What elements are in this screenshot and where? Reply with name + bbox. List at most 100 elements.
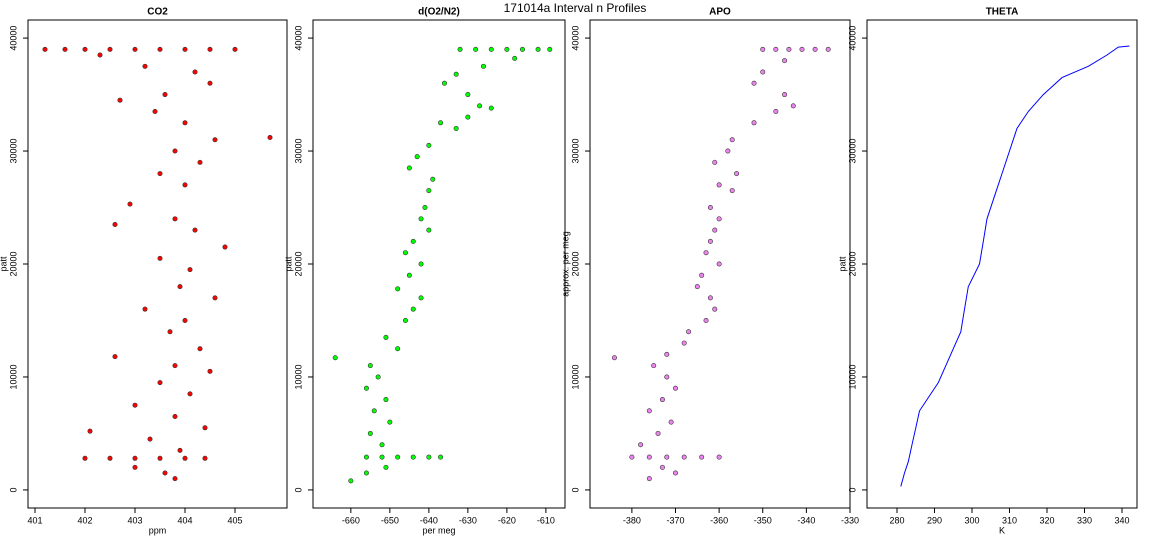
- panel-title: THETA: [986, 7, 1019, 18]
- point: [438, 454, 444, 460]
- point: [142, 306, 148, 312]
- y-tick-label: 0: [847, 487, 857, 492]
- point: [664, 351, 670, 357]
- point: [664, 374, 670, 380]
- point: [222, 244, 228, 250]
- point: [232, 46, 238, 52]
- y-tick-label: 0: [570, 487, 580, 492]
- point: [782, 92, 788, 98]
- point: [367, 430, 373, 436]
- point: [406, 165, 412, 171]
- point: [182, 46, 188, 52]
- y-tick-label: 20000: [570, 251, 580, 276]
- x-tick-label: -610: [537, 515, 555, 525]
- point: [751, 120, 757, 126]
- point: [681, 454, 687, 460]
- point: [426, 142, 432, 148]
- point: [379, 442, 385, 448]
- point: [686, 329, 692, 335]
- x-tick-label: -350: [754, 515, 772, 525]
- y-tick-label: 0: [8, 487, 18, 492]
- point: [192, 227, 198, 233]
- x-tick-label: 404: [177, 515, 192, 525]
- point: [786, 46, 792, 52]
- point: [387, 419, 393, 425]
- point: [395, 454, 401, 460]
- point: [473, 46, 479, 52]
- point: [773, 46, 779, 52]
- point: [504, 46, 510, 52]
- x-tick-label: 280: [889, 515, 904, 525]
- point: [646, 476, 652, 482]
- point: [488, 46, 494, 52]
- point: [673, 385, 679, 391]
- point: [646, 454, 652, 460]
- point: [707, 295, 713, 301]
- point: [383, 464, 389, 470]
- point: [202, 455, 208, 461]
- x-tick-label: 405: [227, 515, 242, 525]
- point: [207, 80, 213, 86]
- y-tick-label: 40000: [293, 26, 303, 51]
- point: [172, 216, 178, 222]
- point: [87, 428, 93, 434]
- point: [395, 346, 401, 352]
- y-axis-label: patt: [837, 256, 847, 272]
- y-tick-label: 10000: [570, 364, 580, 389]
- point: [177, 447, 183, 453]
- x-tick-label: 401: [27, 515, 42, 525]
- point: [477, 103, 483, 109]
- point: [197, 159, 203, 165]
- point: [207, 368, 213, 374]
- point: [157, 46, 163, 52]
- y-tick-label: 40000: [570, 26, 580, 51]
- point: [646, 408, 652, 414]
- point: [418, 261, 424, 267]
- point: [790, 103, 796, 109]
- y-tick-label: 30000: [293, 139, 303, 164]
- point: [112, 221, 118, 227]
- point: [212, 137, 218, 143]
- point: [410, 238, 416, 244]
- point: [152, 109, 158, 115]
- point: [182, 120, 188, 126]
- point: [379, 454, 385, 460]
- y-tick-label: 40000: [847, 26, 857, 51]
- point: [383, 334, 389, 340]
- x-tick-label: 310: [1002, 515, 1017, 525]
- point: [681, 340, 687, 346]
- point: [172, 476, 178, 482]
- point: [725, 148, 731, 154]
- point: [212, 295, 218, 301]
- point: [363, 470, 369, 476]
- point: [167, 329, 173, 335]
- y-axis-label: patt: [0, 256, 8, 272]
- plot-frame: [27, 19, 288, 509]
- point: [825, 46, 831, 52]
- point: [716, 216, 722, 222]
- point: [172, 363, 178, 369]
- y-tick-label: 0: [293, 487, 303, 492]
- point: [157, 171, 163, 177]
- point: [182, 317, 188, 323]
- point: [406, 272, 412, 278]
- y-tick-label: 20000: [847, 251, 857, 276]
- point: [512, 55, 518, 61]
- point: [157, 455, 163, 461]
- point: [132, 455, 138, 461]
- point: [172, 148, 178, 154]
- point: [535, 46, 541, 52]
- point: [162, 470, 168, 476]
- point: [187, 267, 193, 273]
- point: [659, 397, 665, 403]
- point: [799, 46, 805, 52]
- point: [348, 478, 354, 484]
- plot-frame: [866, 19, 1138, 509]
- point: [363, 454, 369, 460]
- point: [438, 120, 444, 126]
- point: [629, 454, 635, 460]
- point: [383, 397, 389, 403]
- point: [703, 317, 709, 323]
- y-tick-label: 40000: [8, 26, 18, 51]
